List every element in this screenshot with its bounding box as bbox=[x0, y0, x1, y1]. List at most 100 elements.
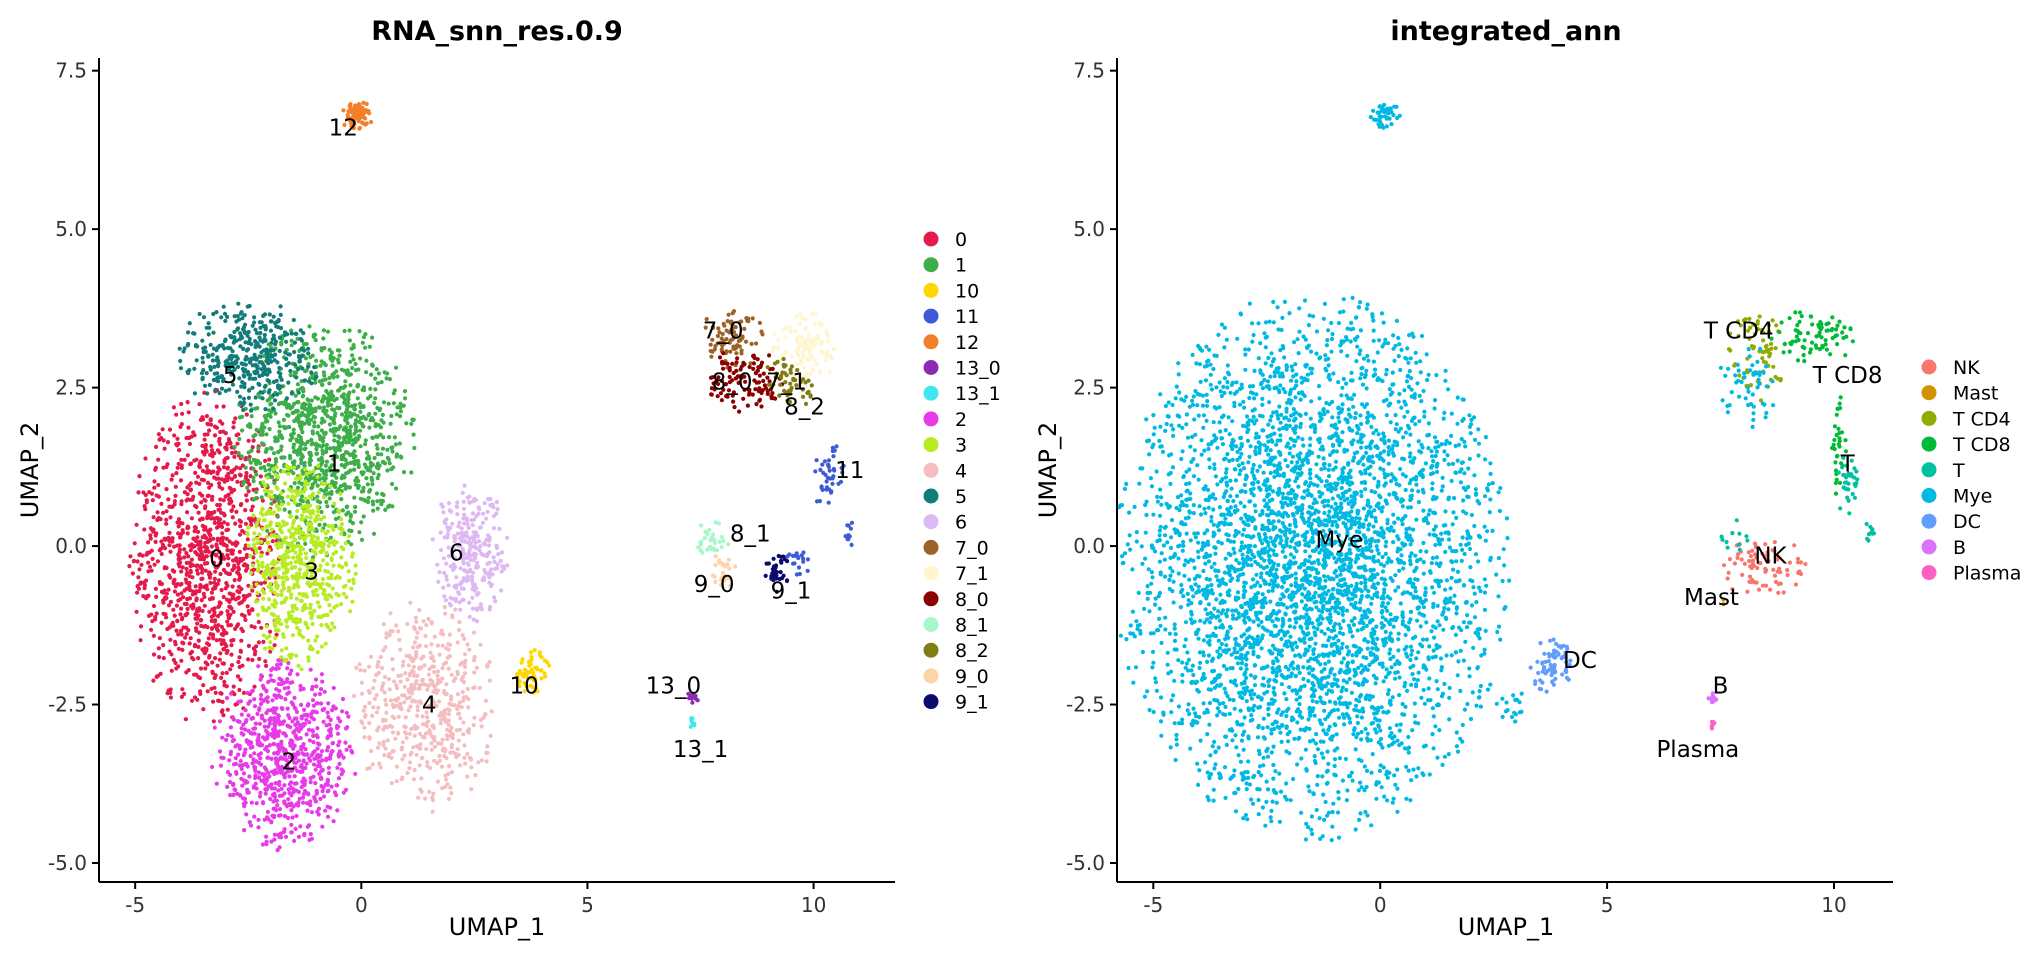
point-0 bbox=[185, 570, 190, 576]
point-5 bbox=[254, 342, 259, 348]
point-3 bbox=[268, 640, 273, 645]
point-0 bbox=[164, 615, 169, 620]
point-6 bbox=[471, 530, 476, 535]
point-3 bbox=[281, 469, 286, 474]
point-5 bbox=[200, 377, 205, 382]
point-10 bbox=[528, 650, 534, 655]
point-0 bbox=[237, 664, 242, 670]
point-1 bbox=[272, 480, 277, 486]
point-1 bbox=[256, 446, 261, 451]
point-3 bbox=[339, 555, 344, 560]
point-1 bbox=[354, 459, 359, 464]
point-0 bbox=[187, 560, 192, 566]
point-6 bbox=[480, 520, 486, 525]
point-2 bbox=[330, 749, 335, 754]
point-0 bbox=[245, 563, 250, 568]
point-1 bbox=[310, 555, 316, 560]
point-2 bbox=[341, 790, 346, 795]
point-3 bbox=[251, 513, 256, 518]
point-1 bbox=[312, 424, 317, 429]
point-6 bbox=[469, 518, 474, 523]
point-2 bbox=[242, 828, 247, 833]
point-1 bbox=[371, 531, 377, 536]
point-6 bbox=[457, 520, 462, 525]
point-0 bbox=[152, 562, 157, 567]
point-1 bbox=[375, 381, 380, 386]
point-4 bbox=[387, 687, 392, 692]
point-0 bbox=[231, 684, 236, 689]
point-0 bbox=[212, 475, 217, 480]
point-0 bbox=[186, 554, 191, 559]
point-4 bbox=[428, 765, 433, 771]
point-11 bbox=[826, 500, 831, 505]
point-2 bbox=[306, 792, 311, 797]
point-5 bbox=[258, 330, 263, 336]
point-4 bbox=[413, 655, 418, 661]
point-5 bbox=[289, 391, 294, 396]
point-5 bbox=[242, 381, 247, 386]
point-1 bbox=[355, 396, 360, 401]
point-4 bbox=[396, 714, 401, 719]
point-2 bbox=[256, 664, 261, 669]
point-0 bbox=[208, 533, 213, 538]
point-6 bbox=[481, 511, 486, 516]
point-1 bbox=[373, 424, 378, 429]
point-3 bbox=[255, 591, 260, 596]
point-3 bbox=[315, 505, 320, 510]
point-4 bbox=[430, 679, 435, 684]
point-0 bbox=[241, 556, 246, 562]
point-1 bbox=[356, 462, 361, 467]
point-0 bbox=[179, 463, 184, 468]
point-1 bbox=[374, 491, 379, 496]
point-0 bbox=[176, 517, 182, 522]
point-1 bbox=[273, 439, 278, 444]
point-0 bbox=[220, 671, 225, 676]
point-2 bbox=[246, 741, 251, 747]
point-0 bbox=[160, 427, 165, 432]
point-4 bbox=[395, 686, 400, 691]
point-0 bbox=[198, 545, 203, 550]
point-0 bbox=[219, 477, 224, 482]
point-0 bbox=[189, 516, 194, 521]
point-4 bbox=[384, 635, 389, 640]
point-2 bbox=[312, 709, 317, 714]
point-1 bbox=[246, 457, 251, 462]
point-7_1 bbox=[789, 354, 794, 359]
point-4 bbox=[400, 757, 405, 762]
point-4 bbox=[406, 708, 411, 713]
point-3 bbox=[263, 646, 268, 651]
point-4 bbox=[391, 749, 396, 754]
point-6 bbox=[441, 556, 446, 561]
point-1 bbox=[329, 350, 334, 355]
point-0 bbox=[189, 557, 194, 562]
point-2 bbox=[308, 667, 313, 672]
point-0 bbox=[179, 632, 184, 637]
point-0 bbox=[203, 498, 208, 503]
point-0 bbox=[184, 625, 189, 630]
point-3 bbox=[264, 624, 269, 629]
point-2 bbox=[279, 786, 284, 792]
point-0 bbox=[235, 595, 241, 601]
point-5 bbox=[208, 342, 213, 347]
point-4 bbox=[383, 698, 388, 703]
point-0 bbox=[211, 536, 216, 541]
point-0 bbox=[184, 670, 189, 675]
point-1 bbox=[412, 445, 417, 451]
point-3 bbox=[274, 542, 279, 547]
point-2 bbox=[310, 698, 316, 703]
point-6 bbox=[442, 570, 447, 576]
point-2 bbox=[279, 706, 284, 711]
point-0 bbox=[229, 638, 234, 643]
point-0 bbox=[178, 478, 184, 483]
point-5 bbox=[217, 391, 222, 396]
point-1 bbox=[246, 450, 251, 455]
point-4 bbox=[479, 758, 484, 763]
point-3 bbox=[290, 617, 295, 622]
point-1 bbox=[365, 396, 371, 401]
point-2 bbox=[286, 685, 291, 690]
point-2 bbox=[262, 724, 267, 729]
point-6 bbox=[470, 511, 475, 516]
point-0 bbox=[185, 597, 190, 602]
point-0 bbox=[146, 560, 151, 565]
point-3 bbox=[323, 537, 329, 542]
